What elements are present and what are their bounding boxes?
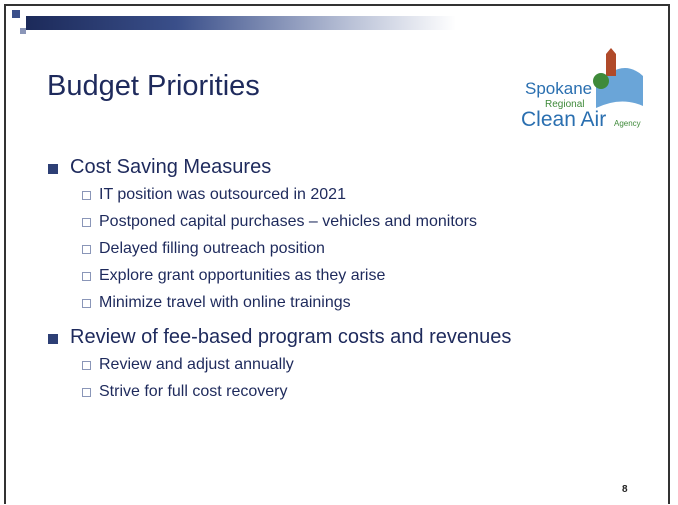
sub-bullet: Explore grant opportunities as they aris… [99, 267, 386, 284]
slide-title: Budget Priorities [47, 70, 260, 102]
logo: Spokane Regional Clean Air Agency [521, 48, 643, 131]
logo-art [593, 73, 609, 89]
sub-bullet-marker [82, 299, 91, 308]
sub-bullet-marker [82, 388, 91, 397]
logo-text: Agency [614, 119, 641, 128]
decor [20, 28, 26, 34]
bullet-marker [48, 334, 58, 344]
header-bar [26, 16, 456, 30]
sub-bullet-marker [82, 245, 91, 254]
sub-bullet: Delayed filling outreach position [99, 240, 325, 257]
bullet-marker [48, 164, 58, 174]
sub-bullet: Postponed capital purchases – vehicles a… [99, 213, 477, 230]
logo-text: Clean Air [521, 108, 606, 131]
sub-bullet: Strive for full cost recovery [99, 383, 288, 400]
sub-bullet-marker [82, 191, 91, 200]
bullet: Review of fee-based program costs and re… [70, 326, 512, 348]
bullet: Cost Saving Measures [70, 156, 272, 178]
sub-bullet: IT position was outsourced in 2021 [99, 186, 346, 203]
page-number: 8 [622, 484, 628, 495]
logo-art [606, 48, 616, 76]
decor [12, 10, 20, 18]
sub-bullet: Review and adjust annually [99, 356, 294, 373]
sub-bullet-marker [82, 272, 91, 281]
sub-bullet: Minimize travel with online trainings [99, 294, 351, 311]
logo-text: Regional [545, 99, 584, 110]
logo-text: Spokane [525, 79, 592, 98]
slide: Budget Priorities Spokane Regional Clean… [4, 4, 670, 504]
sub-bullet-marker [82, 218, 91, 227]
sub-bullet-marker [82, 361, 91, 370]
